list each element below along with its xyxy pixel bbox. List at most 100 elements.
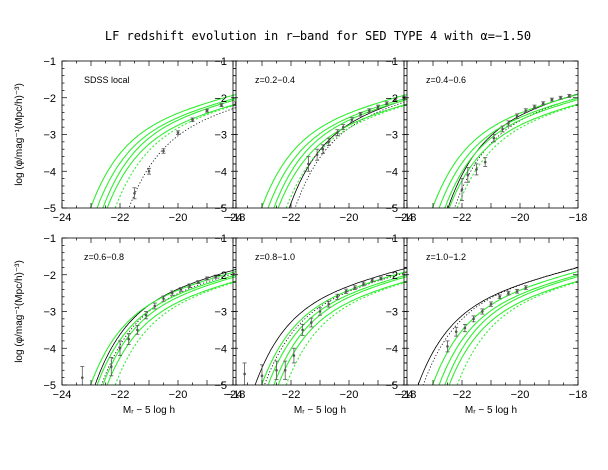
y-tick-label: −4 — [385, 166, 398, 178]
panel-curves — [89, 269, 236, 385]
panel-curves — [417, 266, 578, 385]
model-curve-4 — [431, 270, 578, 385]
data-point — [127, 337, 130, 341]
panel-label: z=1.0−1.2 — [426, 252, 466, 262]
data-point — [341, 125, 345, 129]
data-point — [446, 345, 449, 348]
y-tick-label: −2 — [214, 270, 227, 282]
x-tick-label: −24 — [53, 212, 72, 224]
y-tick-label: −3 — [43, 130, 56, 142]
y-tick-label: −3 — [43, 307, 56, 319]
model-curve-6 — [102, 276, 236, 385]
x-tick-label: −18 — [569, 212, 588, 224]
x-tick-label: −22 — [282, 212, 301, 224]
data-point — [283, 369, 287, 372]
data-point — [463, 326, 467, 330]
y-tick-label: −3 — [214, 130, 227, 142]
data-point — [559, 96, 562, 100]
data-point — [292, 354, 296, 357]
data-points — [306, 95, 407, 172]
y-tick-label: −2 — [43, 93, 56, 105]
data-point — [489, 302, 493, 306]
model-curve-3 — [89, 93, 236, 208]
data-point — [515, 114, 519, 118]
data-point — [370, 278, 374, 282]
data-point — [321, 147, 325, 151]
data-point — [318, 310, 322, 313]
model-curve-5 — [102, 99, 236, 208]
data-point — [327, 140, 331, 144]
data-point — [481, 310, 484, 313]
model-curve-7 — [277, 280, 407, 385]
model-curve-6 — [106, 103, 236, 208]
panel-3: −24 −22 −20 −18−5−4−3−2−1z=0.4−0.6 — [385, 56, 588, 224]
model-curve-6 — [444, 276, 578, 385]
y-tick-label: −2 — [385, 93, 398, 105]
model-curve-4 — [89, 270, 236, 385]
model-curve-7 — [106, 280, 236, 385]
data-point — [368, 109, 371, 112]
data-point — [483, 160, 487, 164]
x-axis-label: Mᵣ − 5 log h — [123, 405, 175, 416]
data-point — [524, 109, 528, 112]
model-curve-5 — [267, 274, 407, 385]
data-point — [220, 103, 223, 107]
model-curve-5 — [438, 274, 578, 385]
panel-curves — [431, 93, 578, 208]
panel-curves — [89, 93, 236, 208]
x-tick-label: −20 — [169, 389, 188, 401]
data-point — [81, 376, 84, 379]
model-curve-7 — [448, 280, 578, 385]
data-point — [188, 284, 191, 288]
panel-curves — [254, 267, 407, 385]
y-tick-label: −1 — [385, 233, 398, 245]
x-axis-label: Mᵣ − 5 log h — [465, 405, 517, 416]
data-point — [260, 374, 264, 378]
data-points — [132, 101, 236, 200]
data-point — [350, 118, 354, 122]
x-tick-label: −24 — [224, 389, 243, 401]
y-tick-label: −3 — [385, 307, 398, 319]
data-point — [492, 136, 496, 140]
x-tick-label: −20 — [340, 212, 359, 224]
fit-curve-3 — [454, 97, 578, 208]
x-tick-label: −22 — [111, 389, 130, 401]
data-point — [344, 289, 348, 293]
data-point — [110, 365, 113, 368]
y-tick-label: −5 — [43, 203, 56, 215]
y-tick-label: −4 — [214, 166, 227, 178]
x-tick-label: −20 — [169, 212, 188, 224]
y-axis-label: log (φ/mag⁻¹(Mpc/h)⁻³) — [14, 260, 25, 363]
fit-curve-3 — [422, 266, 578, 385]
data-points — [80, 274, 218, 385]
x-tick-label: −18 — [398, 212, 417, 224]
data-point — [568, 94, 571, 98]
y-tick-label: −1 — [214, 233, 227, 245]
x-tick-label: −20 — [511, 212, 530, 224]
data-point — [379, 277, 383, 280]
data-point — [472, 317, 475, 321]
data-point — [327, 302, 331, 306]
data-point — [460, 188, 464, 191]
x-tick-label: −24 — [395, 389, 414, 401]
data-point — [162, 149, 165, 153]
y-tick-label: −1 — [214, 56, 227, 68]
data-point — [507, 291, 510, 295]
data-point — [307, 162, 310, 166]
data-point — [475, 168, 478, 171]
y-tick-label: −4 — [385, 343, 398, 355]
data-point — [191, 118, 194, 122]
data-point — [170, 291, 174, 295]
data-point — [133, 192, 136, 195]
data-point — [144, 313, 148, 317]
panel-label: SDSS local — [84, 75, 130, 85]
data-point — [515, 289, 519, 293]
data-point — [550, 98, 554, 101]
x-tick-label: −24 — [224, 212, 243, 224]
panel-curves — [260, 93, 407, 208]
data-point — [353, 286, 357, 289]
model-curve-6 — [273, 99, 407, 208]
panel-label: z=0.4−0.6 — [426, 75, 466, 85]
figure-title: LF redshift evolution in r–band for SED … — [105, 29, 531, 43]
